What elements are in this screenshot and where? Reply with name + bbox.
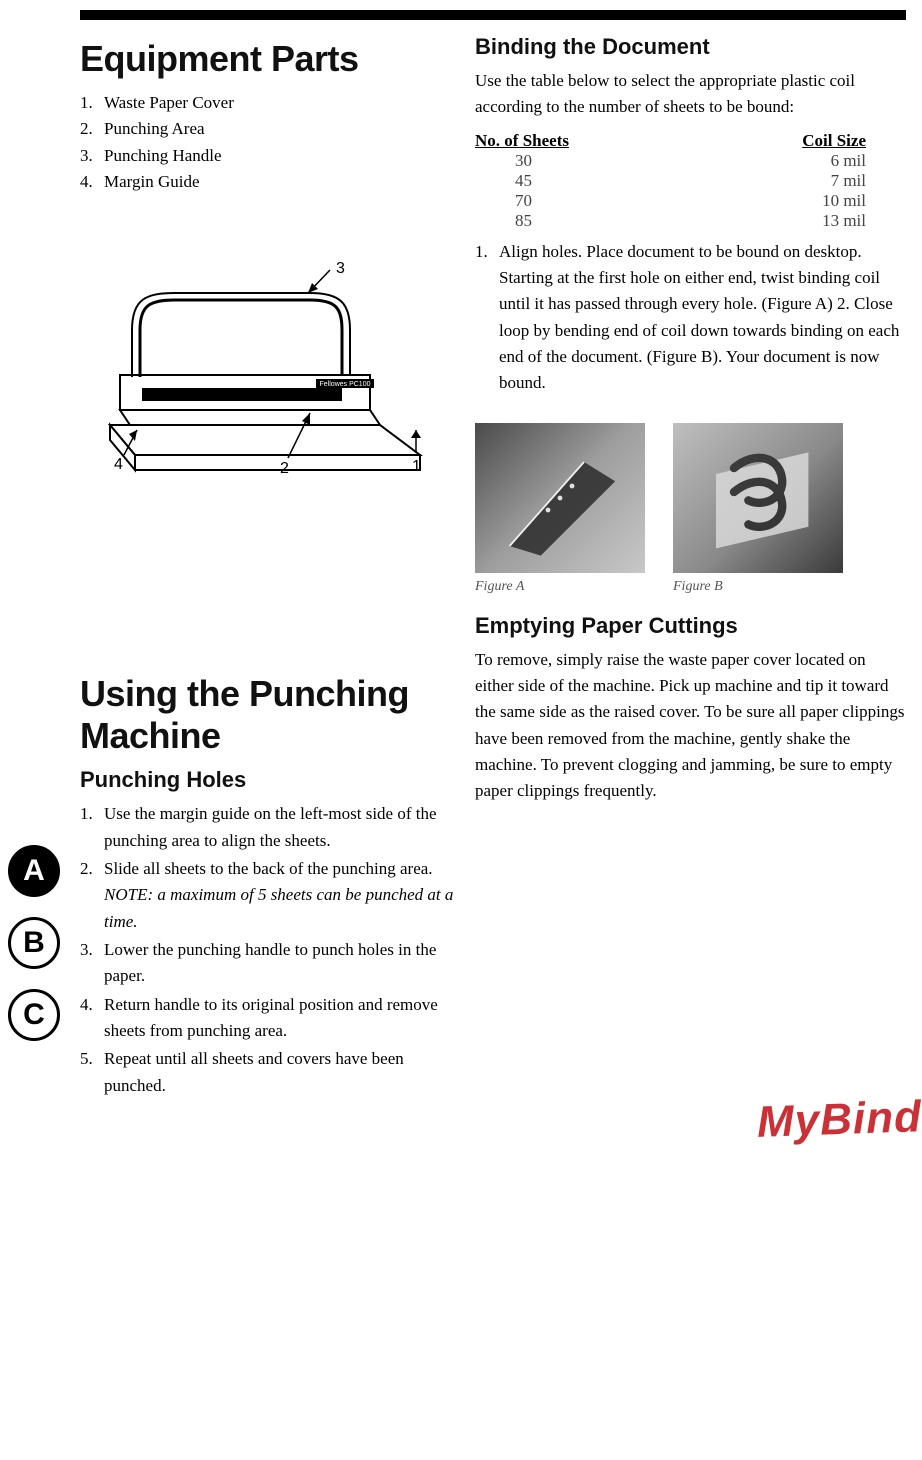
binding-step-num: 1. <box>475 239 493 397</box>
step-note: NOTE: a maximum of 5 sheets can be punch… <box>104 885 453 930</box>
step-text: Return handle to its original position a… <box>104 992 455 1045</box>
top-rule <box>80 10 906 20</box>
table-cell: 7 mil <box>691 171 907 191</box>
part-label: Margin Guide <box>104 169 200 195</box>
step-num: 3. <box>80 937 98 990</box>
coil-size-table: No. of Sheets Coil Size 306 mil 457 mil … <box>475 131 906 231</box>
binding-step-text: Align holes. Place document to be bound … <box>499 239 906 397</box>
part-label: Punching Handle <box>104 143 222 169</box>
part-label: Punching Area <box>104 116 205 142</box>
step-text: Lower the punching handle to punch holes… <box>104 937 455 990</box>
equipment-diagram: Fellowes PC100 3 2 <box>80 255 430 485</box>
svg-text:3: 3 <box>336 260 345 277</box>
table-cell: 85 <box>475 211 691 231</box>
punching-holes-heading: Punching Holes <box>80 767 455 793</box>
emptying-heading: Emptying Paper Cuttings <box>475 613 906 639</box>
figure-b-image <box>673 423 843 573</box>
table-row: 457 mil <box>475 171 906 191</box>
side-badge-column: A B C <box>8 845 60 1041</box>
step-num: 4. <box>80 992 98 1045</box>
table-header: No. of Sheets <box>475 131 671 151</box>
mybind-logo: MyBind <box>757 1089 922 1139</box>
equipment-parts-list: 1.Waste Paper Cover 2.Punching Area 3.Pu… <box>80 90 455 195</box>
figure-a-image <box>475 423 645 573</box>
step-text: Slide all sheets to the back of the punc… <box>104 859 433 878</box>
table-cell: 30 <box>475 151 691 171</box>
part-num: 3. <box>80 143 98 169</box>
part-num: 4. <box>80 169 98 195</box>
binding-intro: Use the table below to select the approp… <box>475 68 906 121</box>
badge-c: C <box>8 989 60 1041</box>
svg-text:4: 4 <box>114 456 123 473</box>
table-cell: 6 mil <box>691 151 907 171</box>
badge-a: A <box>8 845 60 897</box>
table-cell: 45 <box>475 171 691 191</box>
table-cell: 10 mil <box>691 191 907 211</box>
svg-text:2: 2 <box>280 460 289 477</box>
figure-a-caption: Figure A <box>475 579 645 595</box>
emptying-text: To remove, simply raise the waste paper … <box>475 647 906 805</box>
using-title: Using the Punching Machine <box>80 673 455 757</box>
step-text: Use the margin guide on the left-most si… <box>104 801 455 854</box>
part-num: 2. <box>80 116 98 142</box>
badge-b: B <box>8 917 60 969</box>
part-num: 1. <box>80 90 98 116</box>
table-header: Coil Size <box>671 131 907 151</box>
step-num: 5. <box>80 1046 98 1099</box>
step-text: Repeat until all sheets and covers have … <box>104 1046 455 1099</box>
step-num: 2. <box>80 856 98 935</box>
table-cell: 70 <box>475 191 691 211</box>
table-row: 306 mil <box>475 151 906 171</box>
table-row: 8513 mil <box>475 211 906 231</box>
svg-text:1: 1 <box>412 458 421 475</box>
step-num: 1. <box>80 801 98 854</box>
table-cell: 13 mil <box>691 211 907 231</box>
figure-b-caption: Figure B <box>673 579 843 595</box>
part-label: Waste Paper Cover <box>104 90 234 116</box>
binding-heading: Binding the Document <box>475 34 906 60</box>
punching-steps: 1.Use the margin guide on the left-most … <box>80 801 455 1099</box>
brand-label: Fellowes PC100 <box>320 381 371 388</box>
equipment-parts-title: Equipment Parts <box>80 38 455 80</box>
table-row: 7010 mil <box>475 191 906 211</box>
